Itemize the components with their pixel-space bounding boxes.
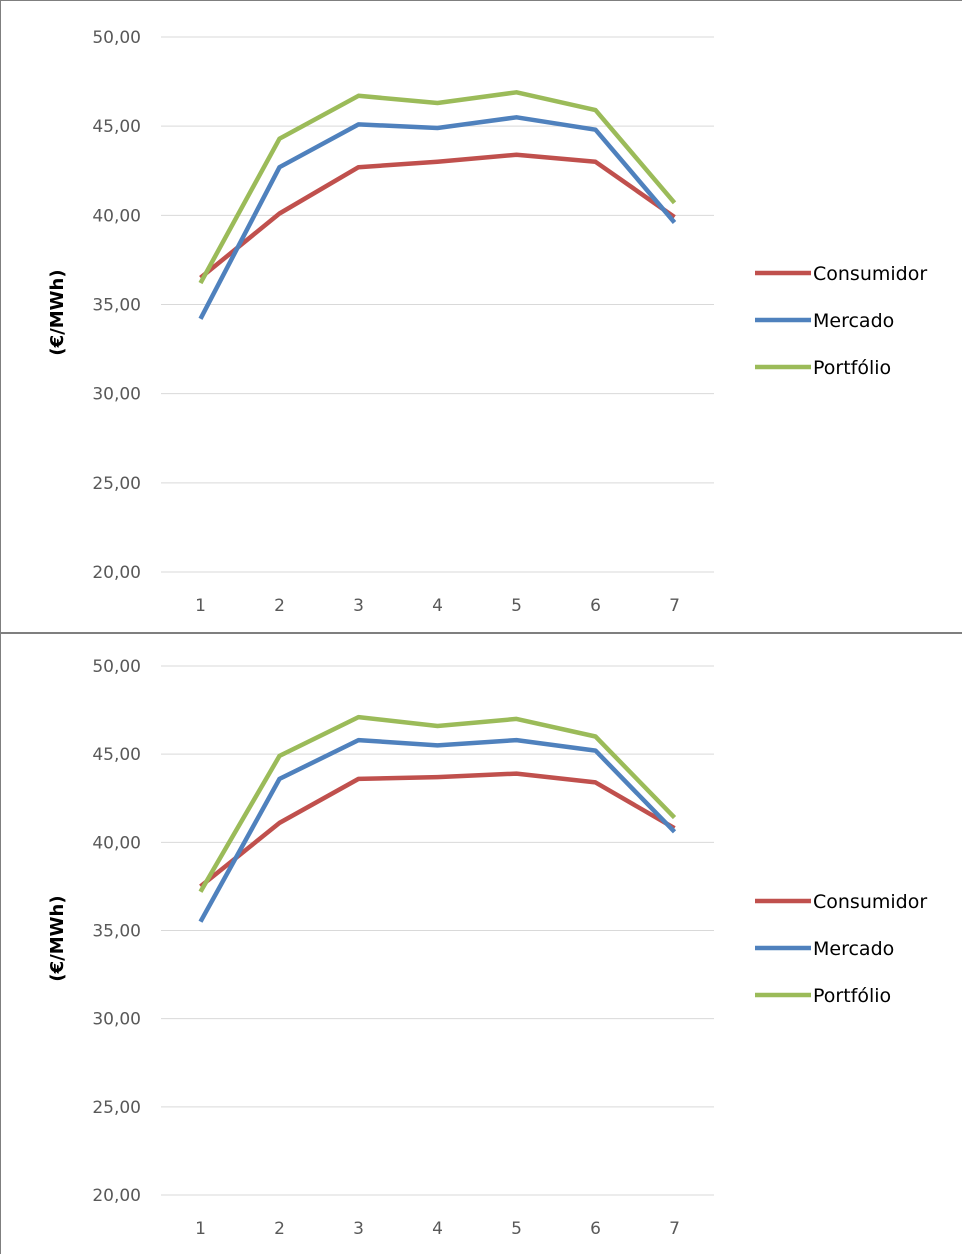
x-tick-label: 3 (353, 596, 364, 616)
y-tick-label: 25,00 (92, 474, 141, 494)
y-axis-label: (€/MWh) (47, 895, 68, 981)
x-tick-label: 6 (590, 1219, 601, 1239)
y-tick-label: 35,00 (92, 296, 141, 316)
x-tick-label: 3 (353, 1219, 364, 1239)
chart-panel-1: 20,00 25,00 30,00 35,00 40,00 45,00 50,00 1 2 3 4 5… (0, 0, 962, 633)
x-tick-label: 2 (274, 1219, 285, 1239)
x-tick-label: 5 (511, 596, 522, 616)
y-axis-label: (€/MWh) (47, 269, 68, 355)
x-tick-label: 4 (432, 596, 443, 616)
x-tick-label: 7 (669, 596, 680, 616)
x-tick-label: 7 (669, 1219, 680, 1239)
y-tick-label: 40,00 (92, 206, 141, 226)
x-tick-label: 2 (274, 596, 285, 616)
x-tick-label: 5 (511, 1219, 522, 1239)
series-line-portflio (198, 90, 677, 285)
chart-panel-2: 20,00 25,00 30,00 35,00 40,00 45,00 50,00 1 2 3 4 5… (0, 632, 962, 1254)
series-line-consumidor (199, 771, 676, 889)
y-tick-label: 45,00 (92, 745, 141, 765)
legend-label: Mercado (813, 938, 894, 960)
legend-label: Mercado (813, 310, 894, 332)
y-tick-label: 20,00 (92, 563, 141, 583)
y-tick-label: 50,00 (92, 28, 141, 48)
y-tick-label: 45,00 (92, 117, 141, 137)
legend-label: Portfólio (813, 985, 891, 1007)
series-line-mercado (198, 737, 677, 923)
y-tick-label: 25,00 (92, 1098, 141, 1118)
line-chart-2: 20,00 25,00 30,00 35,00 40,00 45,00 50,00 1 2 3 4 5… (47, 657, 927, 1239)
y-tick-label: 40,00 (92, 833, 141, 853)
y-tick-label: 20,00 (92, 1186, 141, 1206)
x-tick-label: 1 (195, 1219, 206, 1239)
series-line-mercado (198, 115, 677, 320)
x-tick-label: 4 (432, 1219, 443, 1239)
x-tick-label: 1 (195, 596, 206, 616)
line-chart-1: 20,00 25,00 30,00 35,00 40,00 45,00 50,00 1 2 3 4 5… (47, 28, 927, 616)
y-tick-label: 35,00 (92, 922, 141, 942)
y-tick-label: 50,00 (92, 657, 141, 677)
legend-label: Portfólio (813, 357, 891, 379)
series-line-portflio (198, 714, 677, 893)
series-line-consumidor (199, 152, 676, 280)
y-tick-label: 30,00 (92, 1010, 141, 1030)
x-tick-label: 6 (590, 596, 601, 616)
y-tick-label: 30,00 (92, 385, 141, 405)
legend-label: Consumidor (813, 263, 927, 285)
legend-label: Consumidor (813, 891, 927, 913)
